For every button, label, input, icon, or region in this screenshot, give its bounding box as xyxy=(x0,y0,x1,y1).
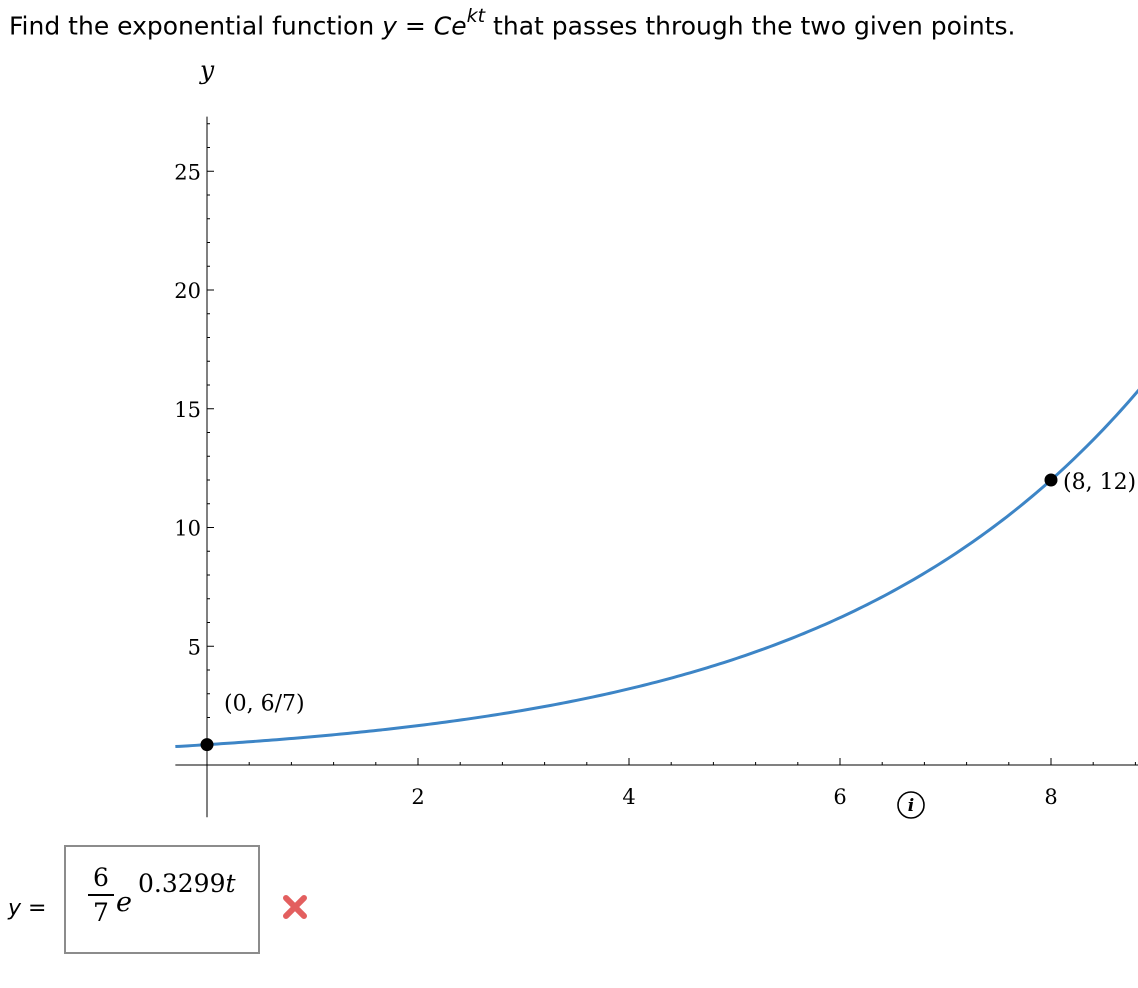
x-tick-label: 6 xyxy=(833,785,846,809)
x-tick-label: 4 xyxy=(622,785,635,809)
problem-y-variable: y xyxy=(382,11,397,41)
answer-fraction: 6 7 xyxy=(88,865,114,925)
answer-exponent-value: 0.3299 xyxy=(138,869,226,898)
function-curve xyxy=(175,388,1138,749)
data-point xyxy=(1044,473,1058,487)
fraction-denominator: 7 xyxy=(93,898,109,927)
problem-exponent: kt xyxy=(466,5,486,27)
y-tick-label: 5 xyxy=(188,635,201,659)
problem-equals: = xyxy=(396,11,434,41)
svg-text:i: i xyxy=(908,796,914,816)
problem-statement: Find the exponential function y = Cekt t… xyxy=(9,5,1016,41)
y-tick-label: 20 xyxy=(174,279,201,303)
info-circle-icon[interactable]: i xyxy=(895,789,927,821)
data-point xyxy=(200,738,214,752)
x-tick-label: 8 xyxy=(1044,785,1057,809)
problem-c-variable: Ce xyxy=(433,11,467,41)
y-tick-label: 15 xyxy=(174,398,201,422)
incorrect-x-icon xyxy=(283,895,307,919)
fraction-bar xyxy=(88,894,114,896)
y-tick-label: 25 xyxy=(174,160,201,184)
answer-base: e xyxy=(116,887,132,918)
y-tick-label: 10 xyxy=(174,517,201,541)
problem-suffix: that passes through the two given points… xyxy=(485,11,1016,41)
answer-y-variable: y xyxy=(8,896,22,921)
answer-input[interactable]: 6 7 e 0.3299t xyxy=(64,845,260,954)
point-label: (8, 12) xyxy=(1063,470,1136,495)
answer-exponent: 0.3299t xyxy=(138,869,236,898)
problem-prefix: Find the exponential function xyxy=(9,11,383,41)
answer-lhs: y = xyxy=(8,896,46,921)
answer-exponent-variable: t xyxy=(225,869,236,898)
answer-row: y = 6 7 e 0.3299t xyxy=(8,840,408,960)
answer-equals: = xyxy=(21,896,47,921)
point-label: (0, 6/7) xyxy=(224,692,305,717)
fraction-numerator: 6 xyxy=(93,863,109,892)
x-tick-label: 2 xyxy=(411,785,424,809)
y-axis-label: y xyxy=(199,56,215,85)
